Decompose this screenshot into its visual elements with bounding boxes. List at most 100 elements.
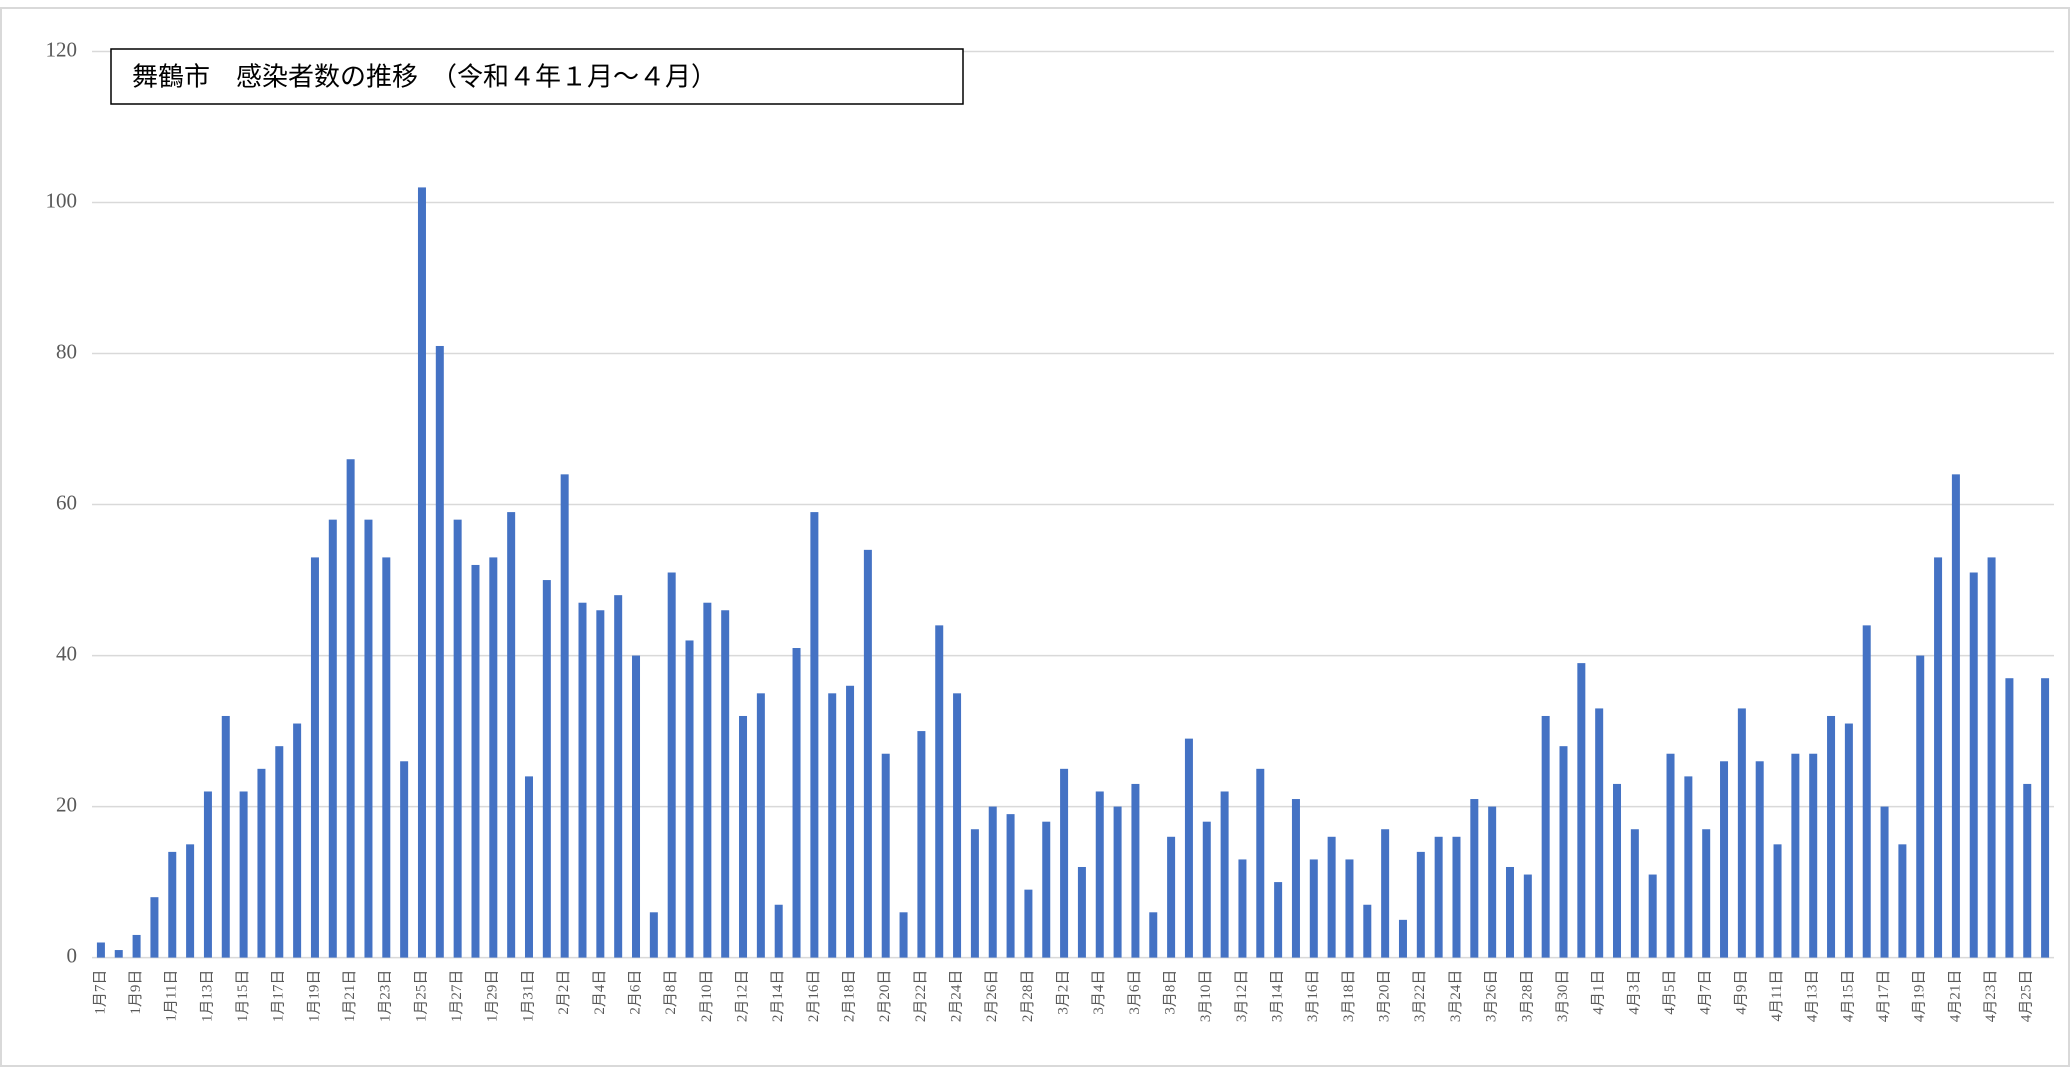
bar [596,610,605,958]
bar [881,753,890,958]
bar [1363,904,1372,958]
bar [417,187,426,958]
bar [970,829,979,958]
x-tick-label: 3月24日 [1448,970,1464,1023]
bar [1238,859,1247,958]
bar [150,897,159,958]
x-tick-label: 3月26日 [1484,970,1500,1023]
x-tick-label: 2月6日 [627,970,643,1015]
bar [507,512,516,958]
bar [632,655,641,958]
bar [774,904,783,958]
bar [328,519,337,958]
bar [489,557,498,958]
bar [1024,889,1033,958]
x-tick-label: 4月23日 [1983,970,1999,1023]
x-tick-label: 4月1日 [1591,970,1607,1015]
bar [1613,783,1622,958]
bar [1666,753,1675,958]
bar [1541,715,1550,958]
x-tick-label: 2月18日 [841,970,857,1023]
bar [310,557,319,958]
bar [1381,829,1390,958]
bar [1523,874,1532,958]
x-tick-label: 3月16日 [1305,970,1321,1023]
x-tick-label: 2月12日 [734,970,750,1023]
y-tick-label: 80 [56,339,77,363]
bar [792,648,801,958]
bar [721,610,730,958]
bar [400,761,409,958]
bar [524,776,533,958]
bars [96,187,2050,958]
x-tick-label: 1月7日 [92,970,108,1015]
bar [1505,866,1514,958]
chart-title: 舞鶴市 感染者数の推移 （令和４年１月～４月） [132,63,717,93]
bar [1809,753,1818,958]
x-tick-label: 3月10日 [1198,970,1214,1023]
bar [2005,678,2014,958]
bar [221,715,230,958]
x-tick-label: 4月17日 [1876,970,1892,1023]
bar [168,851,177,958]
bar [1577,663,1586,958]
y-tick-label: 40 [56,641,77,665]
bar [382,557,391,958]
x-tick-label: 3月4日 [1091,970,1107,1015]
bar [1220,791,1229,958]
x-tick-label: 3月8日 [1163,970,1179,1015]
x-tick-label: 3月6日 [1127,970,1143,1015]
bar [1969,572,1978,958]
bar [810,512,819,958]
bar [1006,814,1015,958]
bar [257,768,266,958]
x-tick-label: 3月12日 [1234,970,1250,1023]
bar [739,715,748,958]
bar [756,693,765,958]
bar [917,731,926,958]
bar [1398,919,1407,958]
x-tick-label: 3月28日 [1519,970,1535,1023]
bar [667,572,676,958]
x-tick-label: 3月14日 [1270,970,1286,1023]
bar [649,912,658,958]
bar [1095,791,1104,958]
x-tick-label: 1月25日 [413,970,429,1023]
bar [1345,859,1354,958]
x-tick-label: 2月26日 [984,970,1000,1023]
y-tick-label: 100 [46,188,78,212]
bar [1827,715,1836,958]
bar [863,549,872,958]
x-tick-label: 1月11日 [164,970,180,1022]
bar [1042,821,1051,958]
y-tick-label: 20 [56,792,77,816]
bar [685,640,694,958]
x-tick-label: 2月24日 [949,970,965,1023]
bar [1755,761,1764,958]
bar [1773,844,1782,958]
bar [1291,799,1300,958]
bar [1844,723,1853,958]
bar [578,602,587,958]
x-tick-label: 1月17日 [271,970,287,1023]
bar [935,625,944,958]
bar [1167,836,1176,958]
bar [186,844,195,958]
x-tick-label: 2月28日 [1020,970,1036,1023]
bar [1720,761,1729,958]
bar [1488,806,1497,958]
bar [703,602,712,958]
bar [239,791,248,958]
x-tick-label: 2月14日 [770,970,786,1023]
bar [346,459,355,958]
bar [1256,768,1265,958]
bar [988,806,997,958]
bar [1060,768,1069,958]
x-tick-label: 4月5日 [1662,970,1678,1015]
x-tick-label: 4月21日 [1947,970,1963,1023]
x-tick-label: 4月7日 [1698,970,1714,1015]
bar [1113,806,1122,958]
bar [846,685,855,958]
bar [1416,851,1425,958]
